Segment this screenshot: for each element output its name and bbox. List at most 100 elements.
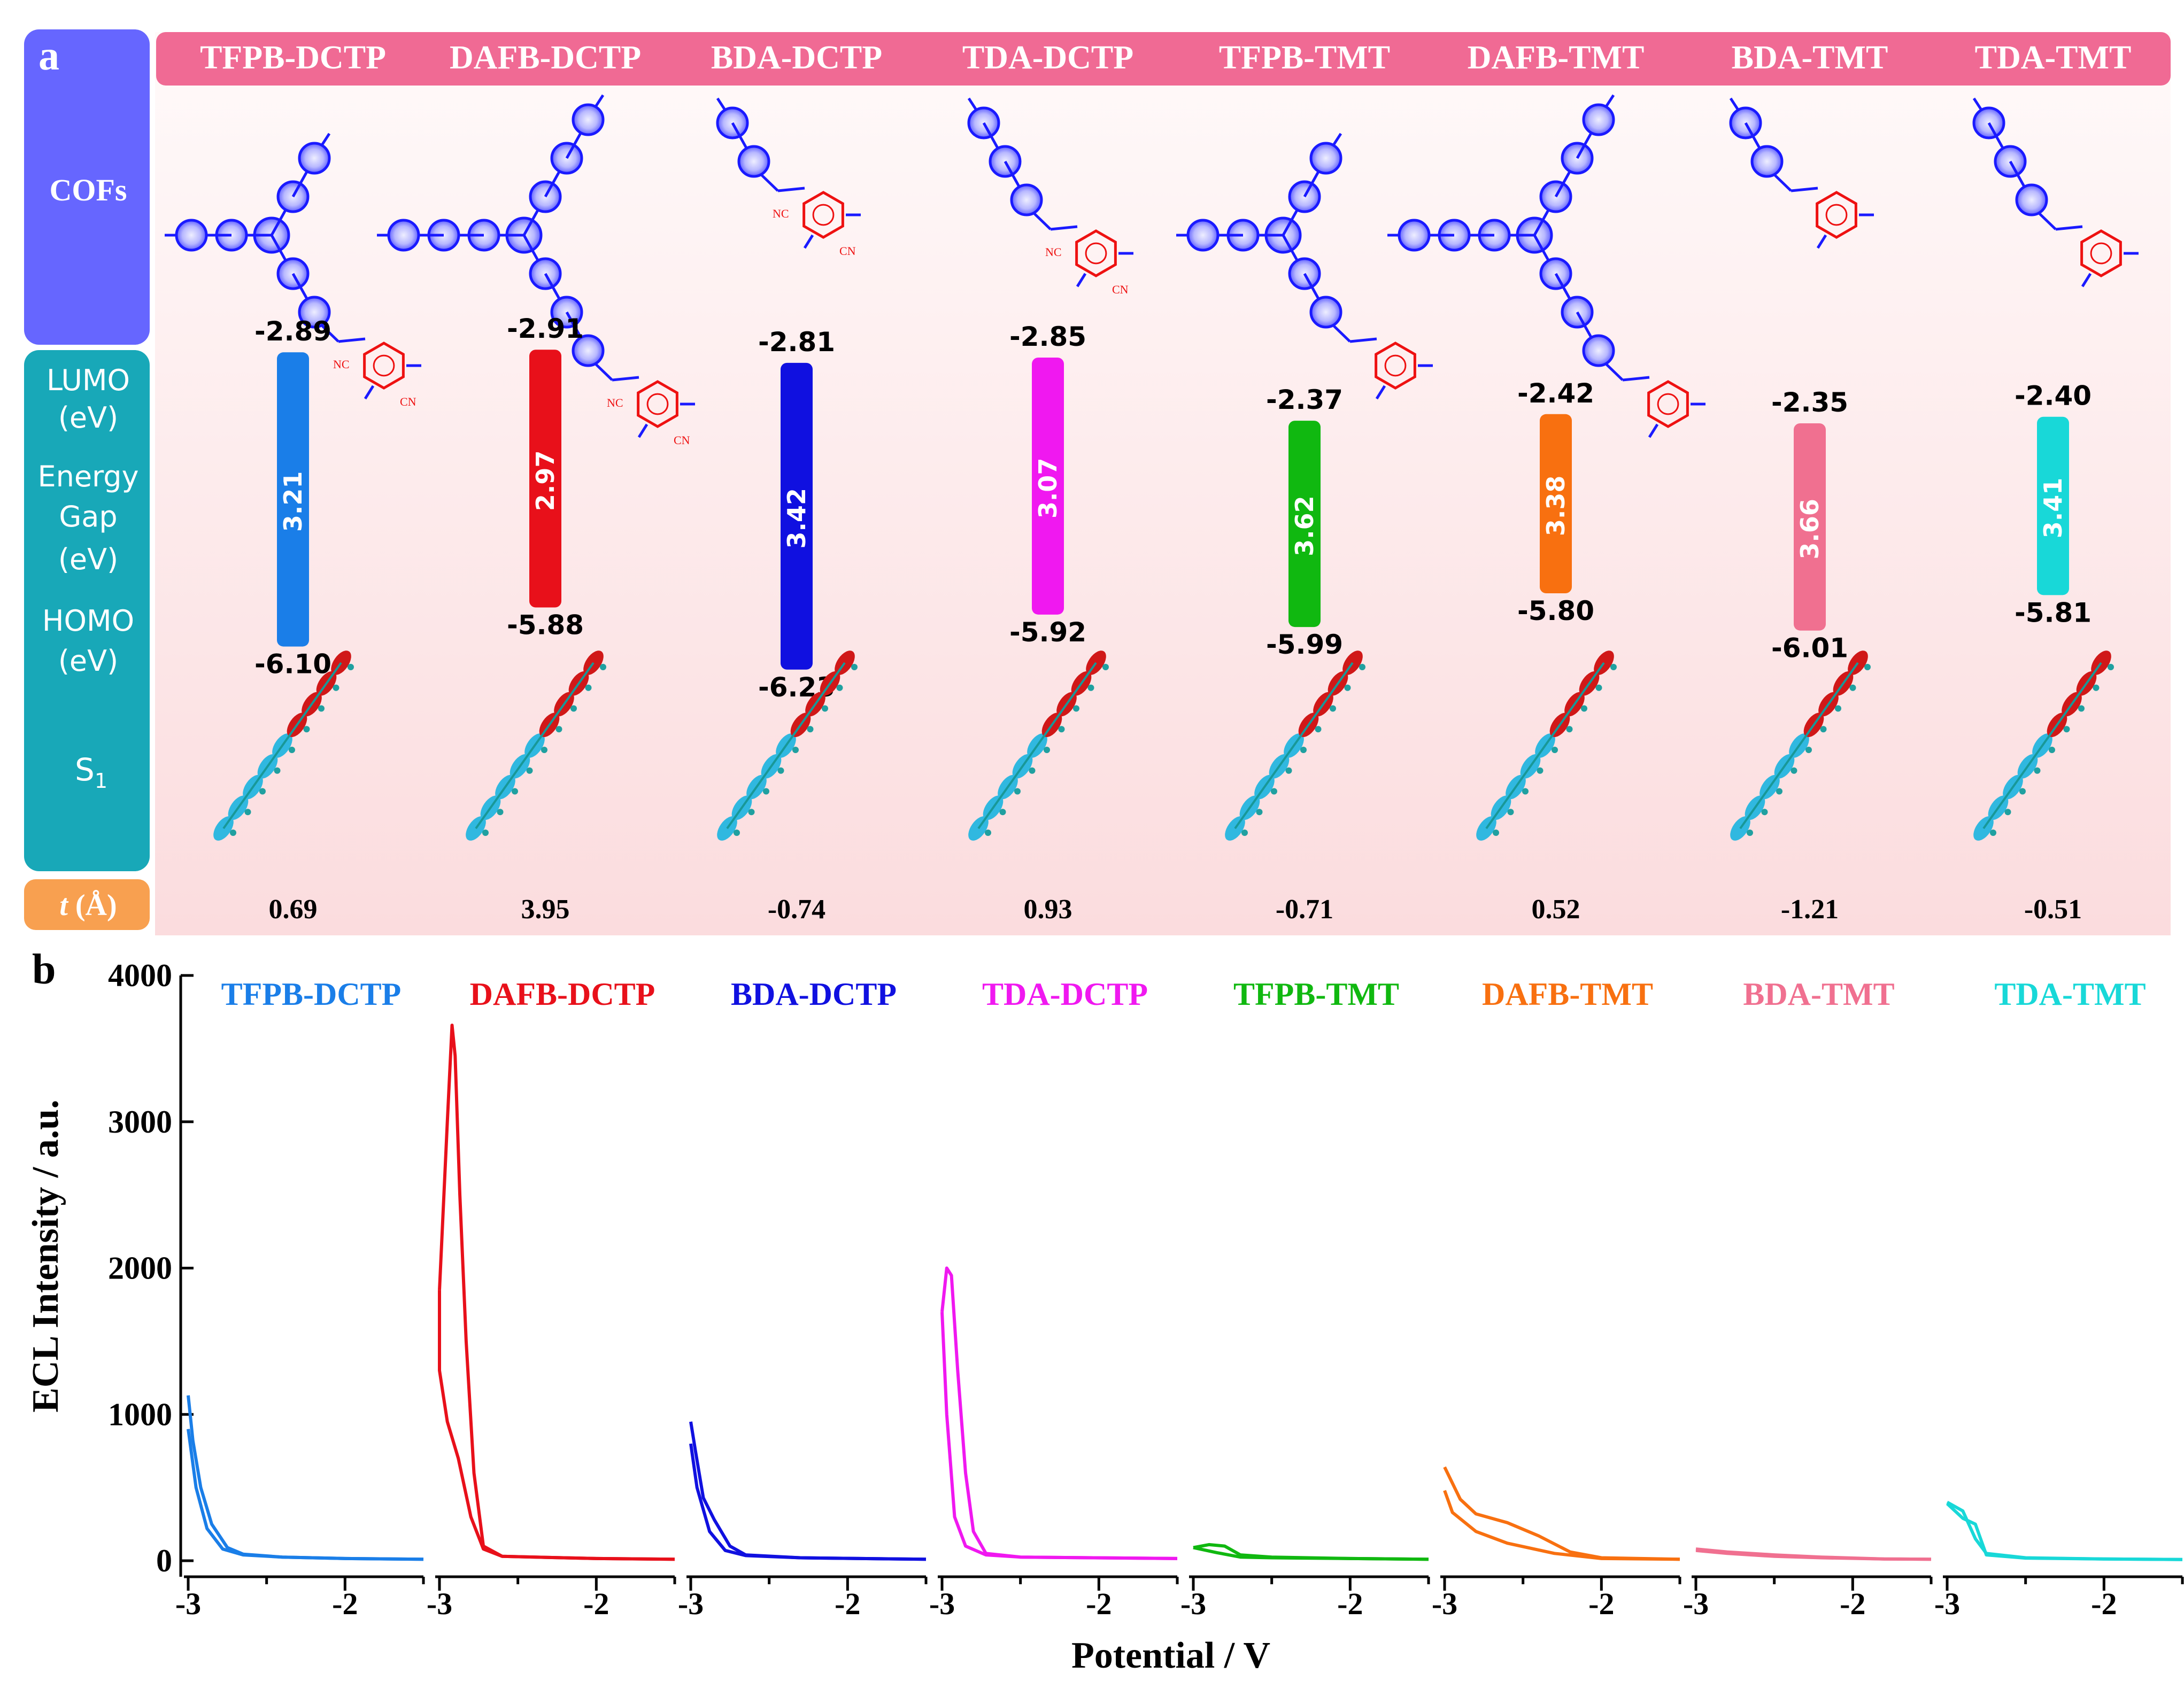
lumo-value: -2.91 [507,313,584,344]
svg-text:NC: NC [1045,245,1062,259]
cof-structure [1387,94,1705,438]
x-tick-label: -2 [1588,1586,1614,1621]
homo-value: -5.99 [1266,629,1343,660]
energy-gap-bar [1540,414,1572,593]
ecl-curve-reverse [1443,1490,1680,1561]
x-tick-label: -3 [1432,1586,1457,1621]
ecl-subplot: -3 -2 [929,1266,1179,1621]
t-value: -0.51 [2024,894,2082,925]
ecl-subplot: -3 -2 [175,1395,425,1621]
series-label: BDA-TMT [1743,977,1894,1012]
x-tick-label: -2 [2091,1586,2117,1621]
lumo-value: -2.42 [1517,378,1594,409]
series-label: TFPB-TMT [1233,977,1399,1012]
column-title: BDA-TMT [1732,40,1888,76]
svg-text:Gap: Gap [59,500,117,533]
s1-orbital-image [1225,650,1365,841]
panel-a-background [155,32,2171,935]
lumo-value: -2.37 [1266,384,1343,415]
cof-structures: NC CN NC CN NC CN NC CN [165,94,2139,447]
homo-value: -5.81 [2015,597,2092,628]
t-value: -1.21 [1781,894,1839,925]
svg-text:Energy: Energy [37,460,138,493]
y-tick-label: 3000 [108,1104,172,1140]
energy-gap-bar [1032,358,1064,615]
svg-text:NC: NC [333,358,350,371]
row-label-lumo: LUMO (eV) [47,363,130,435]
column-title: DAFB-TMT [1468,40,1645,76]
x-tick-label: -2 [583,1586,609,1621]
gap-value: 3.07 [1033,458,1062,519]
row-label-s1: S1 [75,751,107,793]
svg-text:CN: CN [839,244,856,258]
series-label: TFPB-DCTP [221,977,402,1012]
energy-gap-bar [1288,421,1321,627]
column-title: TDA-TMT [1975,40,2132,76]
lumo-value: -2.89 [254,316,331,347]
row-label-gap: Energy Gap (eV) [37,460,138,576]
x-tick-label: -3 [1683,1586,1709,1621]
t-value: -0.74 [768,894,825,925]
ecl-curve-forward [438,1024,675,1561]
lumo-value: -2.35 [1771,387,1848,418]
svg-text:CN: CN [400,395,416,408]
cof-structure: NC CN [716,97,861,258]
x-tick-label: -3 [929,1586,955,1621]
series-label: DAFB-TMT [1482,977,1653,1012]
lumo-value: -2.40 [2015,381,2092,412]
row-label-cofs: COFs [50,173,127,207]
svg-text:NC: NC [607,396,623,409]
s1-orbital-image [1730,650,1871,841]
cof-structure [1972,97,2139,288]
x-axis-label: Potential / V [1071,1635,1270,1676]
ecl-curve-forward [689,1421,927,1561]
cof-structure [1729,97,1874,249]
series-label: TDA-DCTP [982,977,1148,1012]
label-box-properties [24,350,150,871]
s1-orbital-image [213,650,354,841]
energy-gap-bar [781,362,813,670]
cof-structure: NC CN [967,97,1133,296]
label-box-cofs [24,29,150,345]
ecl-subplot: -3 -2 [1180,1543,1430,1621]
x-tick-label: -3 [678,1586,704,1621]
ecl-curve-forward [1443,1466,1680,1561]
label-box-t [24,879,150,930]
series-labels: TFPB-DCTP DAFB-DCTP BDA-DCTP TDA-DCTP TFPB-T… [221,977,2146,1012]
ecl-curve-forward [187,1395,424,1561]
column-title: TFPB-DCTP [200,40,386,76]
y-tick-label: 4000 [108,958,172,993]
x-tick-label: -2 [1840,1586,1865,1621]
ecl-curve-reverse [1695,1548,1932,1561]
y-axis-label: ECL Intensity / a.u. [25,1099,66,1412]
ecl-curve-reverse [438,1290,675,1561]
s1-orbital-image [717,650,858,841]
t-value: -0.71 [1276,894,1333,925]
homo-value: -5.80 [1517,595,1594,626]
lumo-value: -2.85 [1009,321,1086,352]
x-tick-label: -3 [175,1586,201,1621]
gap-value: 3.62 [1290,495,1319,556]
ecl-subplot: -3 -2 [427,1024,676,1621]
ecl-subplot: -3 -2 [678,1421,928,1621]
ecl-subplots: -3 -2 -3 -2 -3 -2 -3 -2 -3 -2 -3 -2 -3 -2 -3 -2 [175,1024,2184,1621]
gap-value: 3.66 [1795,499,1824,560]
y-axis: 0 1000 2000 3000 4000 [108,958,194,1578]
s1-orbitals [213,650,2114,841]
gap-value: 3.41 [2039,478,2067,539]
y-tick-label: 2000 [108,1251,172,1286]
svg-text:HOMO: HOMO [42,604,134,638]
energy-levels: -2.89 3.21 -6.10 -2.91 2.97 -5.88 -2.81 3.42 -6.… [254,313,2092,703]
ecl-subplot: -3 -2 [1934,1500,2184,1621]
svg-text:(eV): (eV) [58,401,118,435]
ecl-subplot: -3 -2 [1683,1547,1933,1621]
series-label: BDA-DCTP [731,977,897,1012]
y-tick-label: 0 [156,1543,172,1578]
ecl-subplot: -3 -2 [1432,1466,1681,1621]
ecl-curve-reverse [940,1312,1178,1560]
s1-orbital-image [1476,650,1617,841]
gap-value: 3.21 [279,471,307,532]
row-label-homo: HOMO (eV) [42,604,134,678]
ecl-curve-reverse [187,1429,424,1561]
